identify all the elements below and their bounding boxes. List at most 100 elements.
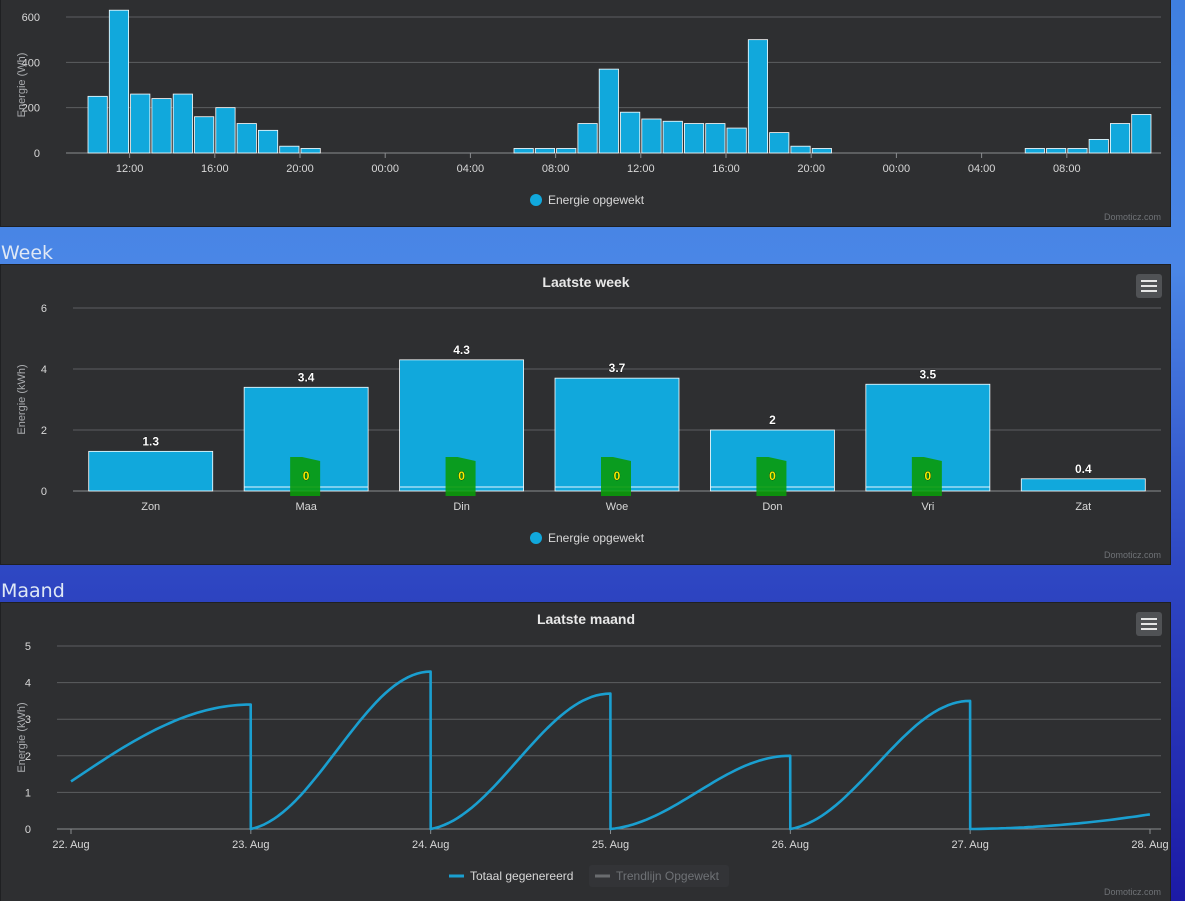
month-chart: Laatste maand 0 1 2 3 4 5 Energie (kWh) 22. Aug 2… [16,611,1169,897]
x-tick-label: 16:00 [201,163,229,175]
y-axis-label: Energie (kWh) [16,702,28,772]
legend-item-background [589,865,729,887]
bar [684,123,705,154]
menu-icon-line [1141,290,1157,292]
secondary-marker [601,457,631,496]
bar [1088,138,1109,154]
bar [172,93,193,154]
x-tick-label: 12:00 [627,163,655,175]
bar [1020,478,1146,492]
x-tick-label: Zon [141,501,160,513]
data-label: 2 [769,413,776,427]
menu-icon [1141,618,1157,620]
month-section-title: Maand [1,580,65,602]
week-chart-panel: Laatste week 0 2 4 6 Energie (kWh) 1.3 Zon 3.4 0 M… [1,265,1170,564]
x-tick-label: 20:00 [797,163,825,175]
bar [641,118,662,154]
bar [662,120,683,154]
day-chart-panel: 0 200 400 600 Energie (Wh) 12:00 16:00 20:00 00:… [1,0,1170,226]
bar [279,145,300,154]
y-axis-label: Energie (Wh) [16,53,28,118]
x-tick-label: 24. Aug [412,839,449,851]
secondary-marker [911,457,942,496]
x-tick-label: 27. Aug [952,839,989,851]
bar [300,148,321,154]
bar [556,148,577,154]
legend-item: Totaal gegenereerd [470,869,573,883]
bar [87,95,108,154]
bar [811,148,832,154]
y-tick-label: 0 [41,486,47,498]
y-tick-label: 2 [41,425,47,437]
data-label: 3.4 [298,370,315,384]
data-label: 4.3 [453,343,470,357]
x-tick-label: Vri [921,501,934,513]
chart-title: Laatste maand [537,611,635,627]
bar [577,123,598,154]
week-chart: Laatste week 0 2 4 6 Energie (kWh) 1.3 Zon 3.4 0 M… [16,274,1161,560]
legend-marker [530,532,542,544]
x-tick-label: Zat [1075,501,1091,513]
bar [790,145,811,154]
bar [620,111,641,154]
x-tick-label: 26. Aug [772,839,809,851]
week-chart-menu-button[interactable] [1136,274,1162,298]
bar [598,68,619,154]
bar [1024,148,1045,154]
menu-icon-line [1141,628,1157,630]
legend-item: Energie opgewekt [548,193,645,207]
x-tick-label: Din [453,501,470,513]
legend-item-hidden: Trendlijn Opgewekt [616,869,720,883]
secondary-marker [756,457,787,496]
secondary-label: 0 [458,469,465,483]
credits-link: Domoticz.com [1104,212,1161,222]
secondary-label: 0 [614,469,621,483]
bar [1131,114,1152,154]
x-tick-label: 08:00 [1053,163,1081,175]
month-chart-menu-button[interactable] [1136,612,1162,636]
bar [513,148,534,154]
month-chart-panel: Laatste maand 0 1 2 3 4 5 Energie (kWh) 22. Aug 2… [1,603,1170,901]
y-tick-label: 2 [25,751,31,763]
x-tick-label: 00:00 [883,163,911,175]
x-tick-label: Woe [606,501,628,513]
day-chart: 0 200 400 600 Energie (Wh) 12:00 16:00 20:00 00:… [16,9,1161,222]
y-tick-label: 5 [25,641,31,653]
legend-marker [530,194,542,206]
series-line-totaal-gegenereerd [70,670,1151,831]
y-tick-label: 3 [25,714,31,726]
secondary-label: 0 [769,469,776,483]
bar [769,132,790,154]
data-label: 0.4 [1075,462,1092,476]
x-tick-label: 12:00 [116,163,144,175]
bar [1067,148,1088,154]
credits-link: Domoticz.com [1104,550,1161,560]
chart-title: Laatste week [542,274,629,290]
secondary-label: 0 [925,469,932,483]
bar [726,127,747,154]
data-label: 3.5 [920,367,937,381]
y-axis-label: Energie (kWh) [16,364,28,434]
bar [1046,148,1067,154]
bar [194,116,215,154]
data-label: 1.3 [142,434,159,448]
x-tick-label: 04:00 [457,163,485,175]
bar [236,123,257,154]
y-tick-label: 0 [34,148,40,160]
x-tick-label: Maa [295,501,317,513]
x-tick-label: 23. Aug [232,839,269,851]
y-tick-label: 400 [22,57,40,69]
week-section-title: Week [1,242,54,264]
bar [108,9,130,154]
bar [215,107,236,154]
bar [257,129,279,154]
menu-icon [1141,280,1157,282]
y-tick-label: 1 [25,787,31,799]
credits-link: Domoticz.com [1104,887,1161,897]
secondary-marker [445,457,476,496]
menu-icon-line [1141,623,1157,625]
x-tick-label: 16:00 [712,163,740,175]
legend-item: Energie opgewekt [548,531,645,545]
bar [534,148,555,154]
bar [1110,123,1131,154]
